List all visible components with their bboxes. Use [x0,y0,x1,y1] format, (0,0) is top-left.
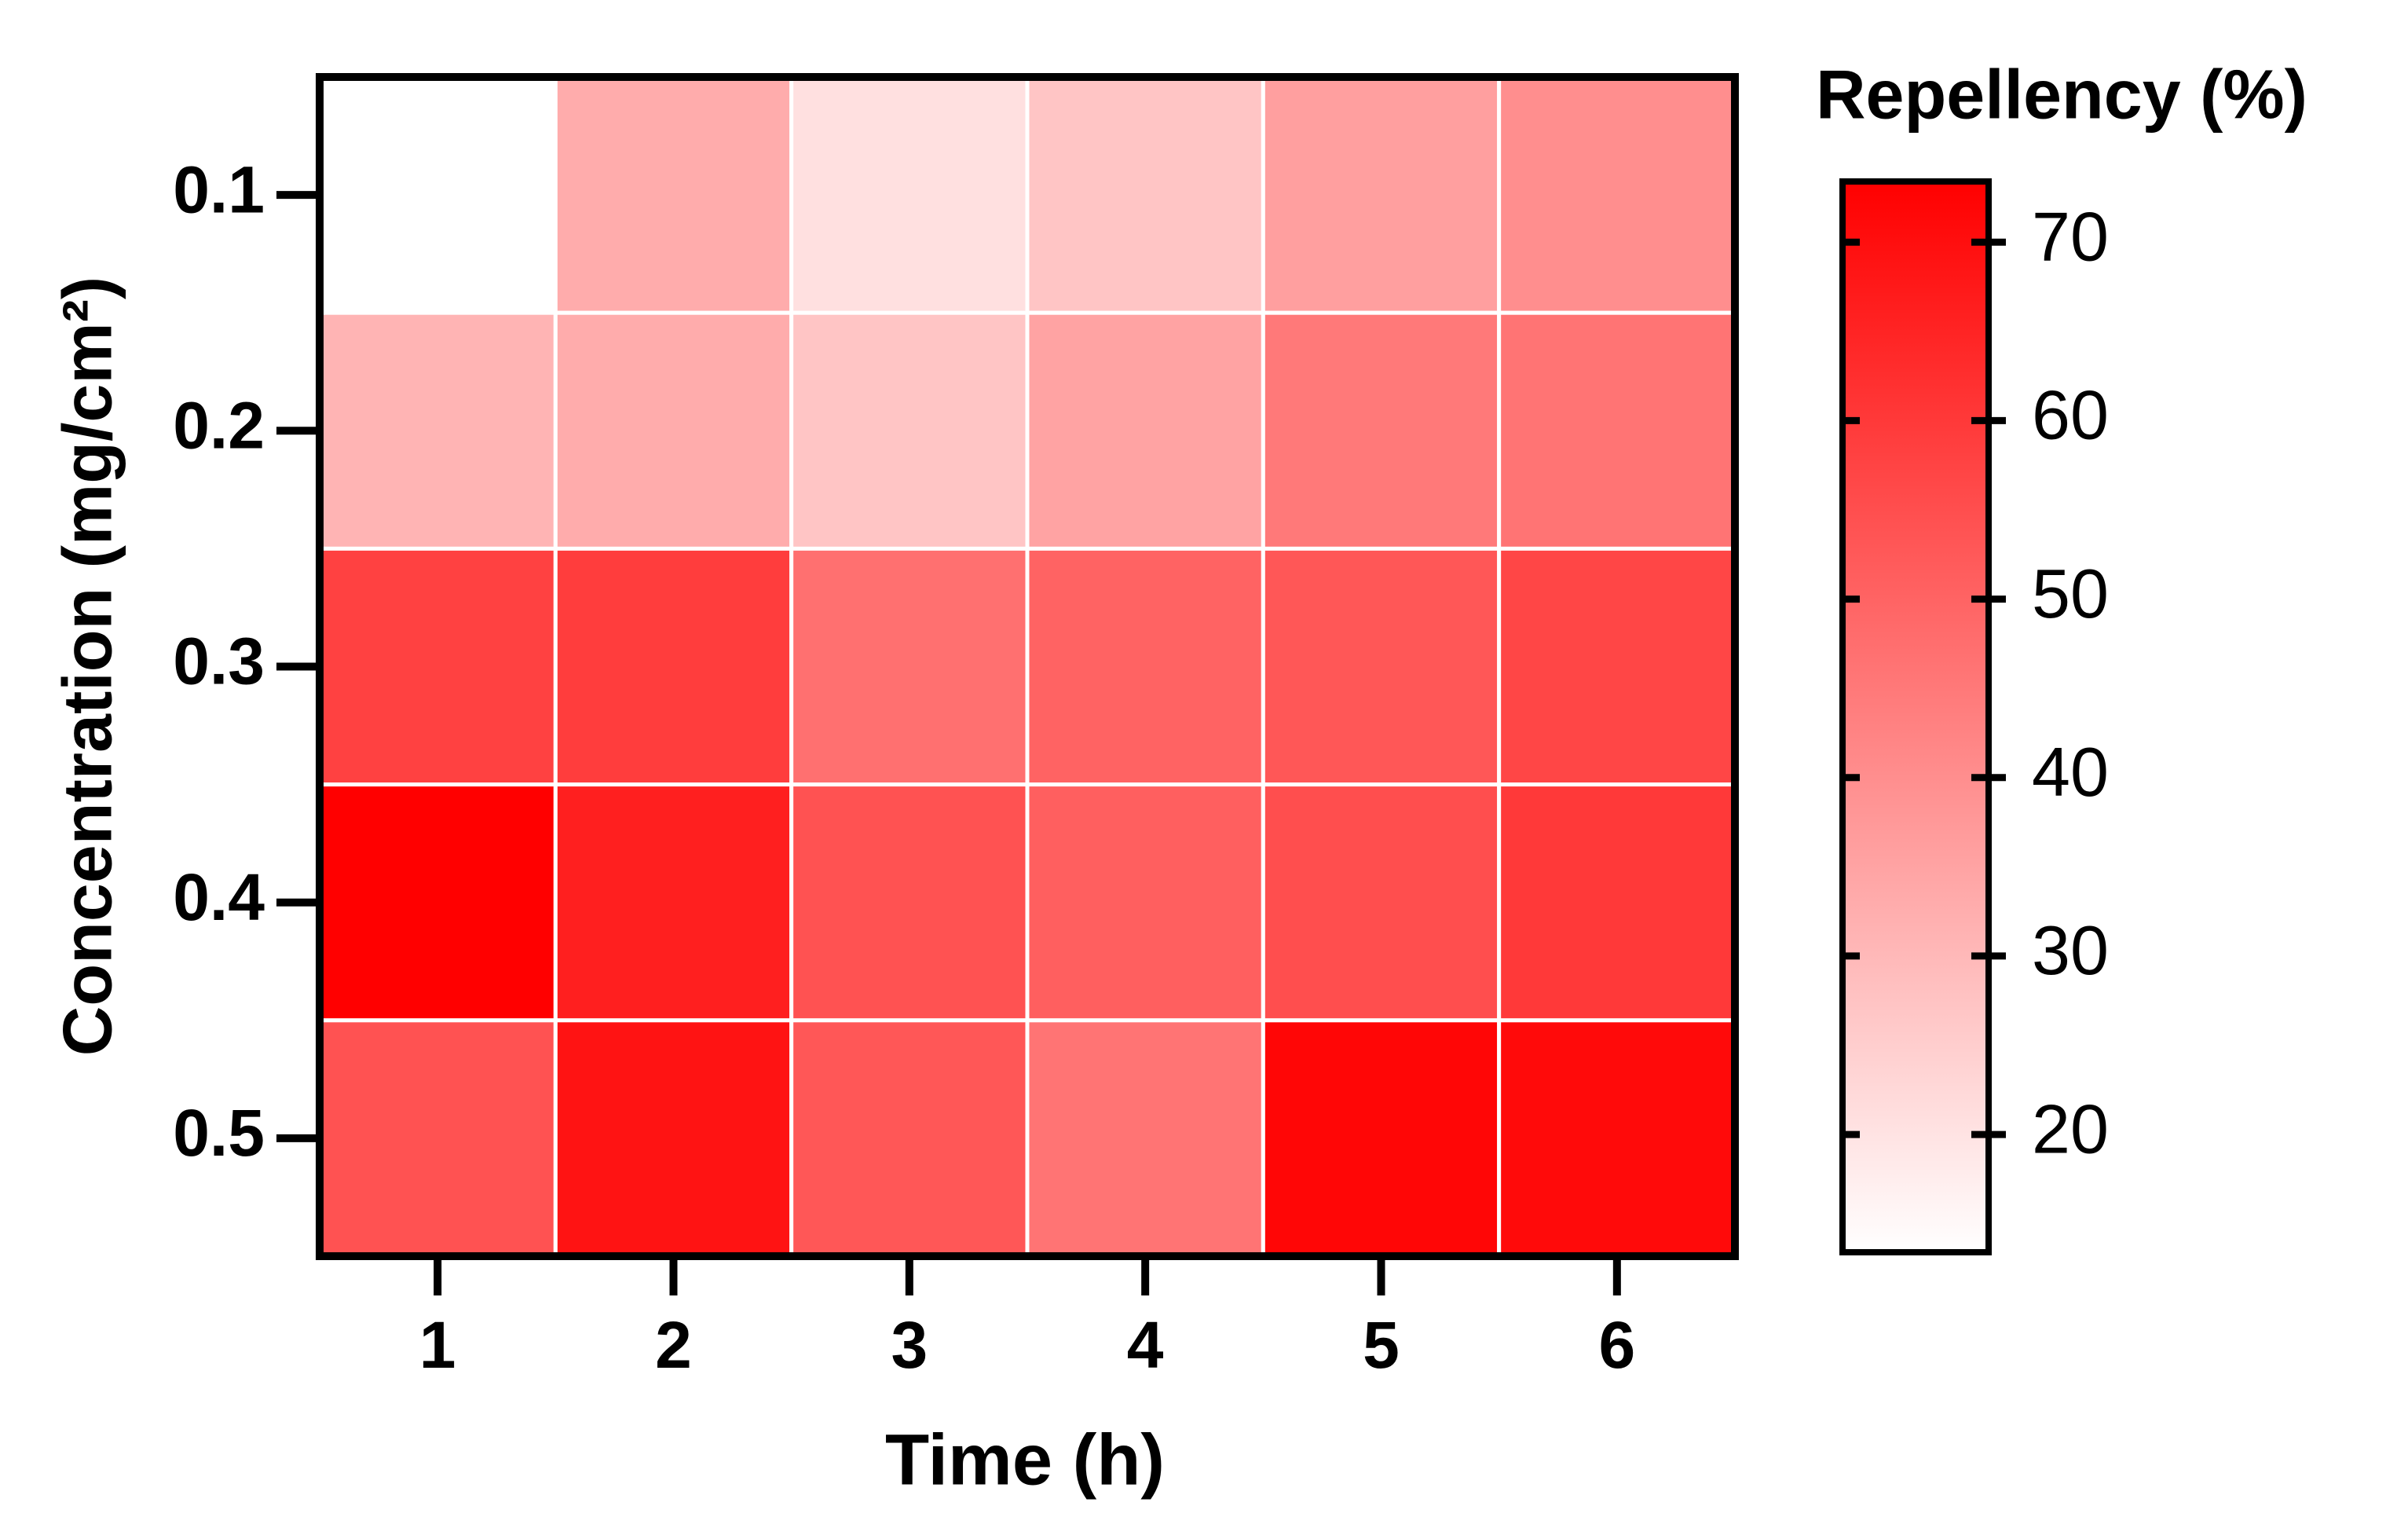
heatmap-cell [1261,1018,1502,1259]
heatmap-cell [1497,546,1737,787]
heatmap-cell [1025,75,1265,315]
heatmap-cell [553,782,794,1023]
heatmap-cell [1261,75,1502,315]
heatmap-cell [1025,1018,1265,1259]
heatmap-cell [789,1018,1030,1259]
heatmap-cell [789,75,1030,315]
y-tick-label: 0.1 [173,152,265,226]
x-tick-label: 2 [655,1308,692,1382]
heatmap-cell [317,1018,558,1259]
colorbar [1839,178,1992,1255]
heatmap-cell [1025,546,1265,787]
heatmap-cell [1497,1018,1737,1259]
heatmap-cell [1261,782,1502,1023]
heatmap-cell [317,310,558,551]
heatmap-cell [1261,546,1502,787]
x-tick-label: 3 [891,1308,928,1382]
heatmap-cell [1025,782,1265,1023]
x-tick-label: 1 [419,1308,456,1382]
heatmap-cell [789,546,1030,787]
x-tick-label: 5 [1363,1308,1400,1382]
heatmap-cell [553,75,794,315]
heatmap-cell [317,546,558,787]
heatmap-cell [317,782,558,1023]
heatmap-cell [1497,310,1737,551]
colorbar-tick-label: 20 [2032,1090,2109,1167]
colorbar-tick-label: 30 [2032,911,2109,989]
heatmap-cell [1497,75,1737,315]
heatmap-cell [1261,310,1502,551]
colorbar-tick-label: 50 [2032,555,2109,632]
colorbar-tick-label: 70 [2032,197,2109,275]
heatmap-cell [789,782,1030,1023]
y-tick-label: 0.2 [173,388,265,462]
x-axis-title: Time (h) [885,1420,1165,1500]
x-tick-label: 6 [1598,1308,1635,1382]
colorbar-tick-label: 60 [2032,376,2109,454]
heatmap-cell [317,75,558,315]
colorbar-title: Repellency (%) [1816,55,2307,133]
heatmap-cell [553,1018,794,1259]
heatmap-cell [1497,782,1737,1023]
heatmap-cell [553,546,794,787]
heatmap-cell [553,310,794,551]
heatmap-cell [789,310,1030,551]
y-tick-label: 0.3 [173,625,265,698]
y-tick-label: 0.4 [173,860,265,934]
y-axis-title: Concentration (mg/cm²) [48,277,126,1056]
x-tick-label: 4 [1127,1308,1164,1382]
heatmap-cell [1025,310,1265,551]
colorbar-tick-label: 40 [2032,733,2109,811]
y-tick-label: 0.5 [173,1096,265,1170]
